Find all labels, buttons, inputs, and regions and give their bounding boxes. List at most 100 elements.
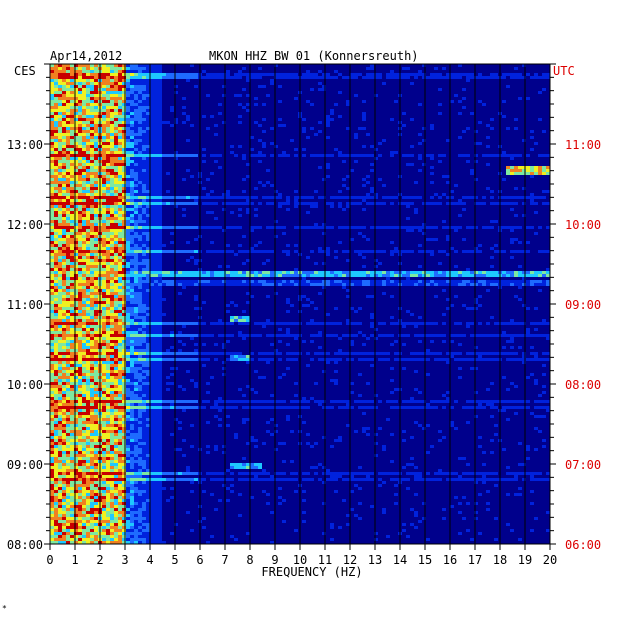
spectrogram-cell bbox=[382, 184, 386, 187]
spectrogram-cell bbox=[130, 205, 134, 208]
spectrogram-cell bbox=[158, 136, 162, 139]
spectrogram-cell bbox=[302, 280, 306, 283]
spectrogram-cell bbox=[78, 223, 82, 226]
spectrogram-cell bbox=[62, 130, 66, 133]
spectrogram-cell bbox=[150, 244, 154, 247]
spectrogram-cell bbox=[502, 154, 506, 157]
spectrogram-cell bbox=[138, 247, 142, 250]
spectrogram-cell bbox=[114, 91, 118, 94]
spectrogram-cell bbox=[210, 172, 214, 175]
spectrogram-cell bbox=[50, 331, 54, 334]
spectrogram-cell bbox=[94, 295, 98, 298]
spectrogram-cell bbox=[130, 97, 134, 100]
spectrogram-cell bbox=[90, 193, 94, 196]
spectrogram-cell bbox=[290, 139, 294, 142]
spectrogram-cell bbox=[230, 196, 234, 199]
spectrogram-cell bbox=[226, 304, 230, 307]
spectrogram-cell bbox=[154, 238, 158, 241]
spectrogram-cell bbox=[242, 190, 246, 193]
spectrogram-cell bbox=[362, 154, 366, 157]
spectrogram-cell bbox=[430, 226, 434, 229]
spectrogram-cell bbox=[238, 355, 242, 358]
spectrogram-cell bbox=[142, 169, 146, 172]
spectrogram-cell bbox=[490, 358, 494, 361]
spectrogram-cell bbox=[186, 358, 190, 361]
spectrogram-cell bbox=[50, 319, 54, 322]
spectrogram-cell bbox=[414, 370, 418, 373]
spectrogram-cell bbox=[186, 271, 190, 274]
spectrogram-cell bbox=[158, 241, 162, 244]
spectrogram-cell bbox=[114, 67, 118, 70]
spectrogram-cell bbox=[94, 79, 98, 82]
spectrogram-cell bbox=[78, 130, 82, 133]
spectrogram-cell bbox=[58, 355, 62, 358]
spectrogram-cell bbox=[158, 139, 162, 142]
spectrogram-cell bbox=[470, 322, 474, 325]
spectrogram-cell bbox=[490, 118, 494, 121]
spectrogram-cell bbox=[66, 130, 70, 133]
spectrogram-cell bbox=[118, 244, 122, 247]
spectrogram-cell bbox=[114, 259, 118, 262]
spectrogram-cell bbox=[110, 361, 114, 364]
spectrogram-cell bbox=[138, 361, 142, 364]
spectrogram-cell bbox=[278, 334, 282, 337]
spectrogram-cell bbox=[146, 280, 150, 283]
spectrogram-cell bbox=[258, 226, 262, 229]
spectrogram-cell bbox=[346, 280, 350, 283]
spectrogram-cell bbox=[118, 247, 122, 250]
spectrogram-cell bbox=[114, 202, 118, 205]
spectrogram-cell bbox=[102, 118, 106, 121]
spectrogram-cell bbox=[82, 172, 86, 175]
spectrogram-cell bbox=[86, 268, 90, 271]
spectrogram-cell bbox=[106, 301, 110, 304]
spectrogram-cell bbox=[310, 76, 314, 79]
spectrogram-cell bbox=[102, 217, 106, 220]
spectrogram-cell bbox=[94, 322, 98, 325]
spectrogram-cell bbox=[490, 256, 494, 259]
spectrogram-cell bbox=[118, 379, 122, 382]
spectrogram-cell bbox=[166, 274, 170, 277]
spectrogram-cell bbox=[106, 97, 110, 100]
spectrogram-cell bbox=[118, 295, 122, 298]
spectrogram-cell bbox=[138, 121, 142, 124]
spectrogram-cell bbox=[86, 115, 90, 118]
spectrogram-cell bbox=[406, 322, 410, 325]
spectrogram-cell bbox=[454, 94, 458, 97]
spectrogram-cell bbox=[338, 352, 342, 355]
spectrogram-cell bbox=[146, 316, 150, 319]
spectrogram-cell bbox=[122, 70, 126, 73]
spectrogram-cell bbox=[78, 163, 82, 166]
spectrogram-cell bbox=[286, 76, 290, 79]
spectrogram-cell bbox=[66, 163, 70, 166]
spectrogram-cell bbox=[362, 274, 366, 277]
spectrogram-cell bbox=[446, 196, 450, 199]
spectrogram-cell bbox=[222, 196, 226, 199]
spectrogram-cell bbox=[78, 325, 82, 328]
spectrogram-cell bbox=[58, 160, 62, 163]
spectrogram-cell bbox=[422, 271, 426, 274]
spectrogram-cell bbox=[86, 226, 90, 229]
spectrogram-cell bbox=[278, 196, 282, 199]
spectrogram-cell bbox=[474, 130, 478, 133]
spectrogram-cell bbox=[302, 202, 306, 205]
spectrogram-cell bbox=[138, 211, 142, 214]
spectrogram-cell bbox=[134, 133, 138, 136]
spectrogram-cell bbox=[94, 331, 98, 334]
spectrogram-cell bbox=[110, 283, 114, 286]
spectrogram-cell bbox=[114, 283, 118, 286]
spectrogram-cell bbox=[50, 343, 54, 346]
spectrogram-cell bbox=[302, 154, 306, 157]
spectrogram-cell bbox=[194, 358, 198, 361]
spectrogram-cell bbox=[90, 259, 94, 262]
spectrogram-cell bbox=[514, 202, 518, 205]
spectrogram-cell bbox=[78, 187, 82, 190]
spectrogram-cell bbox=[90, 202, 94, 205]
spectrogram-cell bbox=[378, 358, 382, 361]
spectrogram-cell bbox=[406, 250, 410, 253]
spectrogram-cell bbox=[178, 331, 182, 334]
spectrogram-cell bbox=[134, 376, 138, 379]
spectrogram-cell bbox=[542, 88, 546, 91]
spectrogram-cell bbox=[490, 127, 494, 130]
spectrogram-cell bbox=[94, 328, 98, 331]
spectrogram-cell bbox=[502, 331, 506, 334]
